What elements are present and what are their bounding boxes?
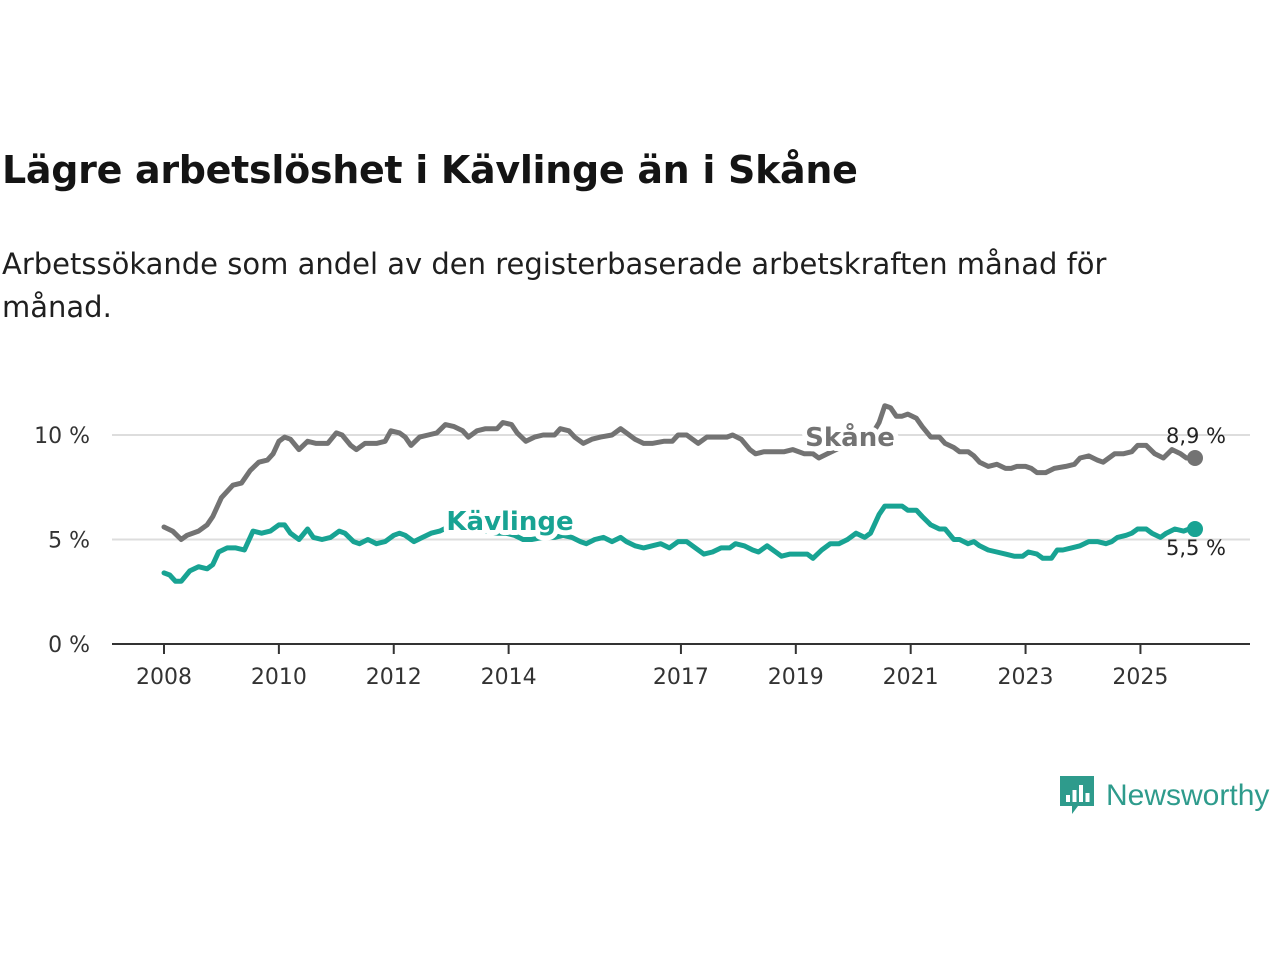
newsworthy-logo-icon (1060, 776, 1094, 814)
end-point-kavlinge (1187, 521, 1203, 538)
series-label-halo-skane: Skåne (805, 421, 895, 453)
x-tick-label: 2010 (251, 665, 307, 690)
chart-title: Lägre arbetslöshet i Kävlinge än i Skåne (2, 148, 858, 192)
series-label-halo-kavlinge: Kävlinge (446, 507, 573, 537)
x-tick-label: 2019 (768, 665, 824, 690)
x-tick-label: 2012 (366, 665, 422, 690)
series-line-skane (161, 403, 1198, 542)
x-tick-label: 2008 (136, 665, 192, 690)
x-tick-label: 2021 (883, 665, 939, 690)
end-value-label-skane: 8,9 % (1166, 424, 1226, 448)
end-value-label-kavlinge: 5,5 % (1166, 536, 1226, 560)
y-tick-label: 0 % (48, 633, 90, 658)
series-line-kavlinge (161, 503, 1198, 584)
x-tick-label: 2017 (653, 665, 709, 690)
series-label-skane: Skåne (805, 421, 895, 453)
x-tick-label: 2014 (481, 665, 537, 690)
y-tick-label: 10 % (34, 424, 90, 449)
end-point-skane (1187, 449, 1203, 466)
chart-subtitle: Arbetssökande som andel av den registerb… (2, 247, 1107, 324)
brand-name: Newsworthy (1106, 779, 1270, 812)
y-tick-label: 5 % (48, 529, 90, 554)
brand-logo: Newsworthy (1058, 774, 1269, 818)
series-label-kavlinge: Kävlinge (446, 507, 573, 537)
x-tick-label: 2023 (998, 665, 1054, 690)
x-tick-label: 2025 (1112, 665, 1168, 690)
